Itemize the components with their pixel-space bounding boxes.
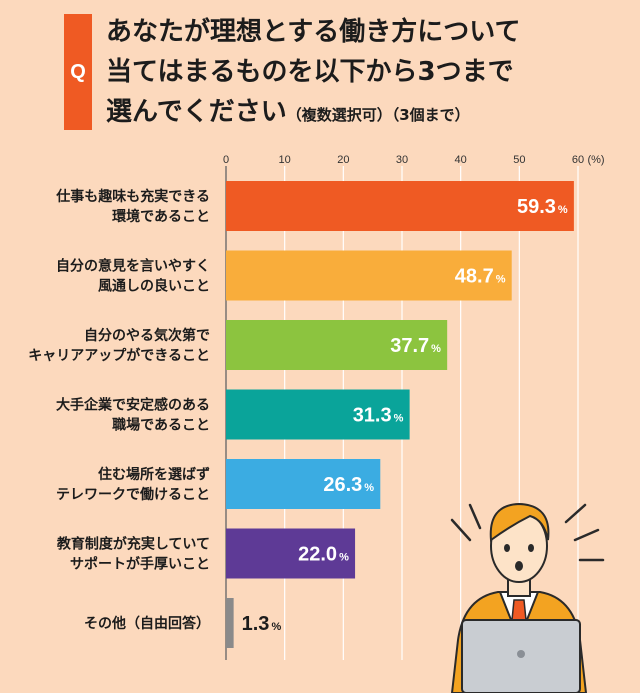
tick-label-0: 0 — [223, 154, 229, 166]
value-unit-4: % — [394, 413, 404, 425]
tick-label-50: 50 — [513, 154, 525, 166]
value-label-6: 22.0 — [298, 544, 337, 566]
bar-3 — [226, 320, 448, 370]
tick-label-60: 60 — [572, 154, 584, 166]
value-label-1: 59.3 — [517, 196, 556, 218]
title-line-3: 選んでください（複数選択可）（3個まで） — [106, 92, 626, 135]
right-eye — [528, 544, 534, 552]
bar-4 — [226, 389, 410, 440]
left-eye — [504, 544, 510, 552]
category-label-3-line-2: キャリアアップができること — [28, 347, 210, 364]
category-labels: 仕事も趣味も充実できる環境であること自分の意見を言いやすく風通しの良いこと自分の… — [28, 188, 210, 632]
bar-7 — [226, 598, 234, 648]
category-label-2-line-2: 風通しの良いこと — [98, 278, 210, 295]
bars: 59.3 %48.7 %37.7 %31.3 %26.3 %22.0 %1.3% — [226, 181, 574, 648]
title-line-2: 当てはまるものを以下から3つまで — [106, 57, 514, 87]
category-label-4-line-1: 大手企業で安定感のある — [56, 397, 210, 414]
axis-unit-label: (%) — [587, 154, 604, 166]
category-label-7-line-1: その他（自由回答） — [84, 615, 210, 632]
hair — [489, 502, 550, 542]
tick-label-10: 10 — [279, 154, 291, 166]
tick-labels: 0 10 20 30 40 50 60 (%) — [223, 154, 605, 166]
category-label-6-line-1: 教育制度が充実していて — [57, 536, 210, 553]
question-title: あなたが理想とする働き方について 当てはまるものを以下から3つまで 選んでくださ… — [106, 12, 626, 135]
open-mouth — [515, 561, 523, 571]
value-unit-2: % — [496, 274, 506, 286]
value-label-4: 31.3 — [353, 405, 392, 427]
bar-5 — [226, 459, 381, 509]
category-label-6-line-2: サポートが手厚いこと — [70, 556, 210, 573]
bar-1 — [226, 181, 574, 231]
category-label-1-line-2: 環境であること — [112, 208, 210, 225]
title-note-multiple: （複数選択可） — [286, 106, 392, 124]
tick-label-40: 40 — [455, 154, 467, 166]
surprise-lines — [450, 503, 605, 562]
category-label-1-line-1: 仕事も趣味も充実できる — [55, 188, 210, 205]
value-unit-3: % — [431, 343, 441, 355]
value-unit-1: % — [558, 204, 568, 216]
laptop-logo — [517, 650, 525, 658]
value-label-7: 1.3 — [242, 613, 270, 635]
bar-2 — [226, 250, 512, 301]
title-line-3-text: 選んでください — [106, 97, 287, 127]
value-unit-5: % — [364, 482, 374, 494]
category-label-5-line-2: テレワークで働けること — [56, 486, 210, 503]
category-label-3-line-1: 自分のやる気次第で — [84, 327, 210, 344]
businessman-illustration — [450, 502, 605, 693]
value-unit-6: % — [339, 552, 349, 564]
question-badge: Q — [64, 14, 92, 130]
category-label-4-line-2: 職場であること — [112, 417, 210, 434]
value-label-2: 48.7 — [455, 266, 494, 288]
title-note-max: （3個まで） — [391, 106, 470, 124]
value-unit-7: % — [271, 621, 281, 633]
category-label-2-line-1: 自分の意見を言いやすく — [56, 258, 210, 275]
tick-label-30: 30 — [396, 154, 408, 166]
category-label-5-line-1: 住む場所を選ばず — [98, 466, 210, 483]
value-label-5: 26.3 — [323, 474, 362, 496]
tick-label-20: 20 — [337, 154, 349, 166]
bar-6 — [226, 528, 356, 579]
value-label-3: 37.7 — [390, 335, 429, 357]
title-line-1: あなたが理想とする働き方について — [106, 17, 521, 47]
